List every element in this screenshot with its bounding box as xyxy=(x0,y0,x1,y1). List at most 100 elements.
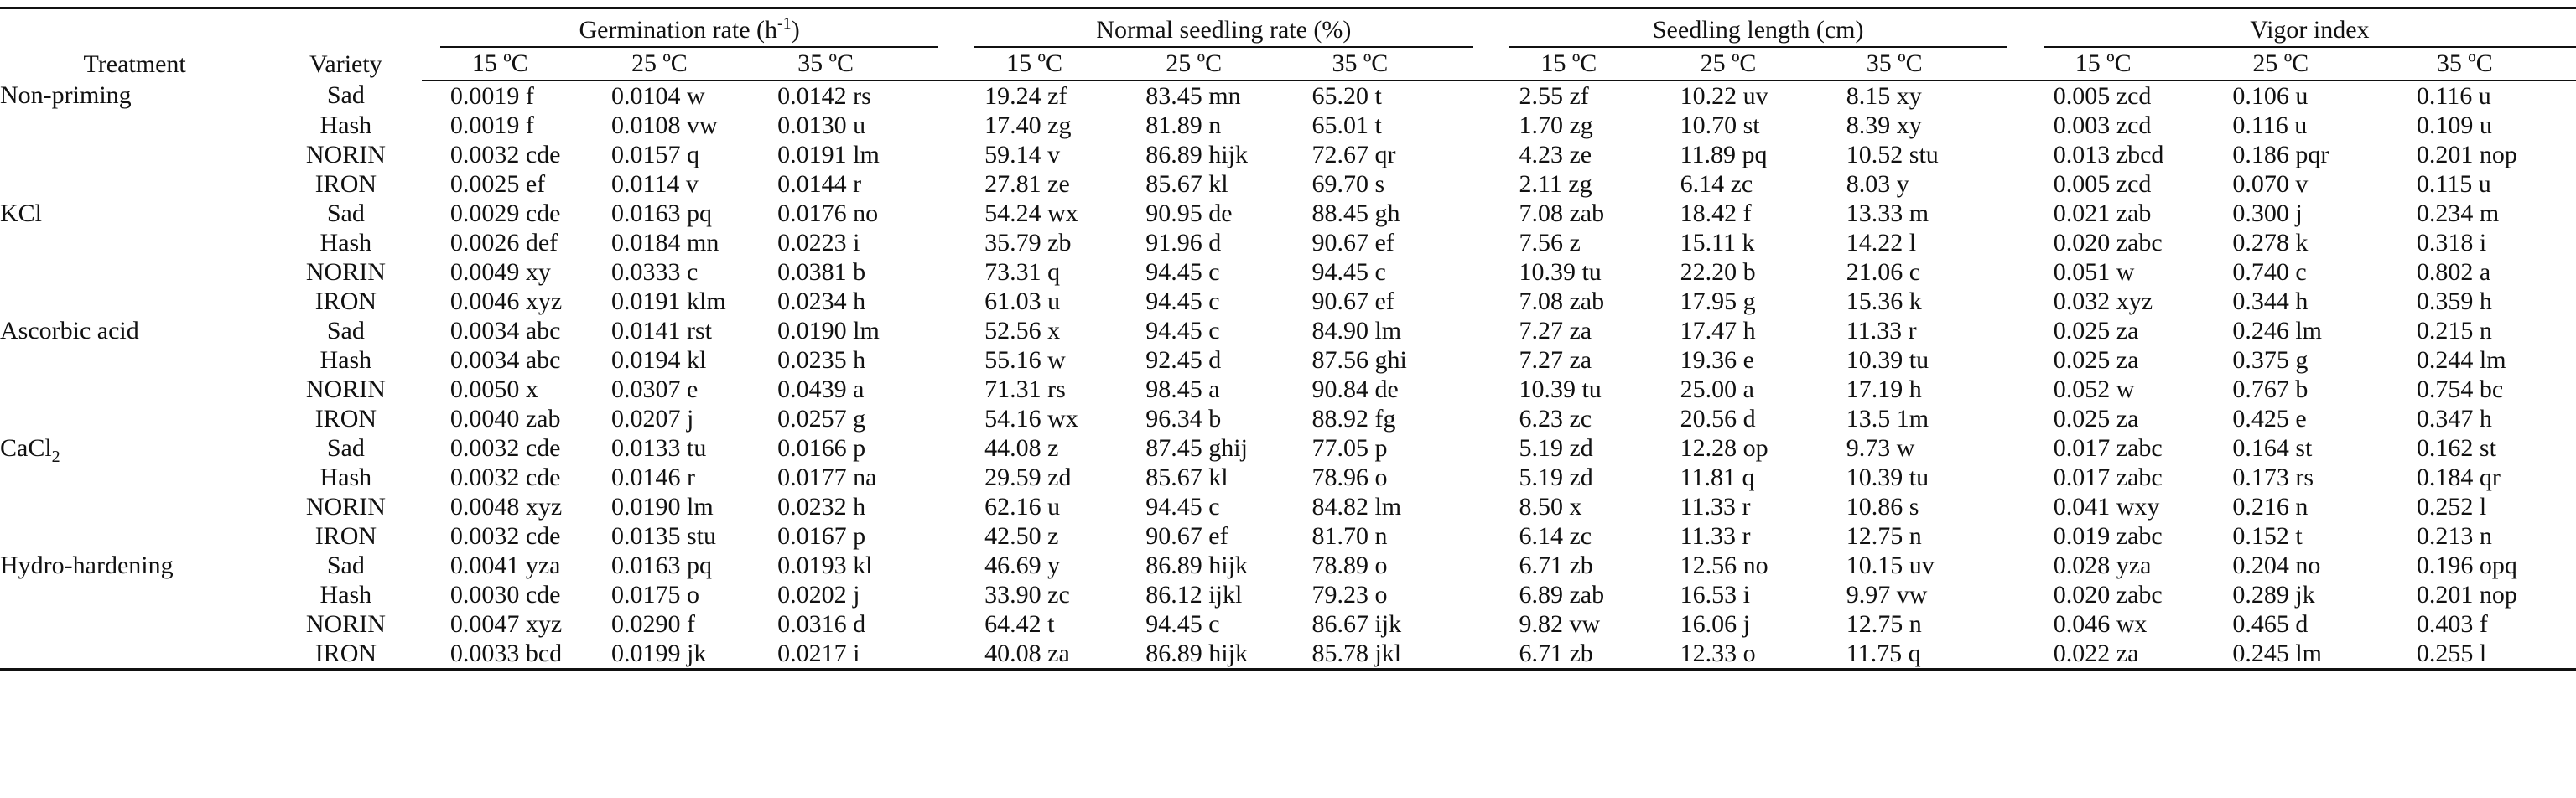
variety-cell: NORIN xyxy=(305,492,386,521)
value-cell: 11.89 pq xyxy=(1680,140,1768,168)
treatment-cell xyxy=(0,404,269,433)
value-cell: 88.92 fg xyxy=(1311,404,1396,433)
value-cell: 0.020 zabc xyxy=(2053,580,2163,609)
value-cell: 42.50 z xyxy=(984,521,1059,550)
value-cell: 94.45 c xyxy=(1311,257,1386,286)
value-cell: 86.89 hijk xyxy=(1145,140,1248,168)
value-cell: 0.802 a xyxy=(2416,257,2491,286)
value-cell: 0.021 zab xyxy=(2053,199,2152,227)
header-temp-seedling-rate: 15 ºC xyxy=(974,47,1141,81)
value-cell: 0.0041 yza xyxy=(449,551,561,579)
value-cell: 15.36 k xyxy=(1846,287,1922,315)
gap-cell xyxy=(422,404,439,433)
value-cell: 90.84 de xyxy=(1311,375,1399,403)
gap-cell xyxy=(938,463,974,492)
value-cell: 0.013 zbcd xyxy=(2053,140,2164,168)
value-cell: 85.67 kl xyxy=(1145,169,1228,198)
value-cell: 11.33 r xyxy=(1680,521,1751,550)
gap-cell xyxy=(422,580,439,609)
value-cell: 10.15 uv xyxy=(1846,551,1935,579)
value-cell: 17.95 g xyxy=(1680,287,1756,315)
value-cell: 10.39 tu xyxy=(1519,375,1602,403)
header-temp-seedling-rate: 25 ºC xyxy=(1140,47,1307,81)
variety-cell: Sad xyxy=(326,433,365,462)
value-cell: 0.032 xyz xyxy=(2053,287,2153,315)
variety-cell: NORIN xyxy=(305,609,386,638)
gap-cell xyxy=(2007,433,2044,463)
value-cell: 9.97 vw xyxy=(1846,580,1928,609)
gap-cell xyxy=(1473,433,1509,463)
value-cell: 2.55 zf xyxy=(1519,81,1589,110)
header-row-temperatures: 15 ºC 25 ºC 35 ºC 15 ºC 25 ºC 35 ºC 15 ºC 25 ºC… xyxy=(0,47,2576,81)
value-cell: 0.0104 w xyxy=(610,81,705,110)
table-row: CaCl2 Sad 0.0032 cde 0.0133 tu 0.0166 p 44.08… xyxy=(0,433,2576,464)
gap-cell xyxy=(1473,551,1509,580)
gap-cell xyxy=(1473,169,1509,199)
treatment-cell xyxy=(0,228,269,257)
value-cell: 0.0034 abc xyxy=(449,316,561,345)
gap-cell xyxy=(2007,199,2044,228)
gap-cell xyxy=(1473,375,1509,404)
value-cell: 0.0019 f xyxy=(449,111,534,139)
value-cell: 0.025 za xyxy=(2053,316,2139,345)
value-cell: 16.06 j xyxy=(1680,609,1750,638)
value-cell: 0.0135 stu xyxy=(610,521,716,550)
value-cell: 11.33 r xyxy=(1846,316,1917,345)
gap-cell xyxy=(938,345,974,375)
value-cell: 29.59 zd xyxy=(984,463,1072,491)
value-cell: 0.0439 a xyxy=(777,375,865,403)
treatment-label: Hydro-hardening xyxy=(0,551,174,579)
value-cell: 0.246 lm xyxy=(2232,316,2323,345)
gap-cell xyxy=(938,521,974,551)
gap-cell xyxy=(2007,639,2044,671)
gap-cell xyxy=(1473,580,1509,609)
value-cell: 0.767 b xyxy=(2232,375,2309,403)
value-cell: 0.0034 abc xyxy=(449,345,561,374)
table-row: NORIN 0.0048 xyz 0.0190 lm 0.0232 h 62.16 u 9… xyxy=(0,492,2576,521)
header-variety: Variety xyxy=(309,50,382,78)
variety-cell: IRON xyxy=(314,169,377,198)
value-cell: 1.70 zg xyxy=(1519,111,1593,139)
value-cell: 0.0030 cde xyxy=(449,580,561,609)
value-cell: 0.245 lm xyxy=(2227,639,2412,671)
value-cell: 90.67 ef xyxy=(1311,228,1394,256)
value-cell: 96.34 b xyxy=(1145,404,1222,433)
value-cell: 84.90 lm xyxy=(1311,316,1402,345)
value-cell: 94.45 c xyxy=(1145,609,1220,638)
header-gap xyxy=(1472,47,1509,81)
gap-cell xyxy=(1473,228,1509,257)
value-cell: 59.14 v xyxy=(984,140,1061,168)
value-cell: 22.20 b xyxy=(1680,257,1756,286)
variety-cell: Sad xyxy=(326,199,365,227)
value-cell: 86.12 ijkl xyxy=(1145,580,1243,609)
table-row: Non-priming Sad 0.0019 f 0.0104 w 0.0142 rs 1… xyxy=(0,80,2576,111)
variety-cell: Sad xyxy=(326,551,365,579)
value-cell: 0.0235 h xyxy=(777,345,866,374)
value-cell: 0.0199 jk xyxy=(605,639,773,671)
value-cell: 11.33 r xyxy=(1680,492,1751,521)
table-row: Hash 0.0030 cde 0.0175 o 0.0202 j 33.90 zc 86… xyxy=(0,580,2576,609)
gap-cell xyxy=(2007,463,2044,492)
value-cell: 0.186 pqr xyxy=(2232,140,2329,168)
variety-cell: Hash xyxy=(319,111,372,139)
value-cell: 40.08 za xyxy=(974,639,1141,671)
value-cell: 0.0167 p xyxy=(777,521,866,550)
value-cell: 0.0223 i xyxy=(777,228,860,256)
gap-cell xyxy=(938,199,974,228)
value-cell: 7.08 zab xyxy=(1519,287,1605,315)
value-cell: 7.27 za xyxy=(1519,316,1592,345)
gap-cell xyxy=(1473,316,1509,345)
value-cell: 90.67 ef xyxy=(1311,287,1394,315)
treatment-cell: KCl xyxy=(0,199,269,228)
value-cell: 77.05 p xyxy=(1311,433,1388,462)
value-cell: 0.0032 cde xyxy=(449,521,561,550)
value-cell: 0.359 h xyxy=(2416,287,2492,315)
table-row: Hydro-hardening Sad 0.0041 yza 0.0163 pq 0.0… xyxy=(0,551,2576,580)
variety-cell: NORIN xyxy=(305,257,386,286)
value-cell: 21.06 c xyxy=(1846,257,1921,286)
value-cell: 85.67 kl xyxy=(1145,463,1228,491)
value-cell: 0.115 u xyxy=(2416,169,2491,198)
gap-cell xyxy=(2007,80,2044,111)
value-cell: 0.0026 def xyxy=(449,228,558,256)
value-cell: 94.45 c xyxy=(1145,316,1220,345)
